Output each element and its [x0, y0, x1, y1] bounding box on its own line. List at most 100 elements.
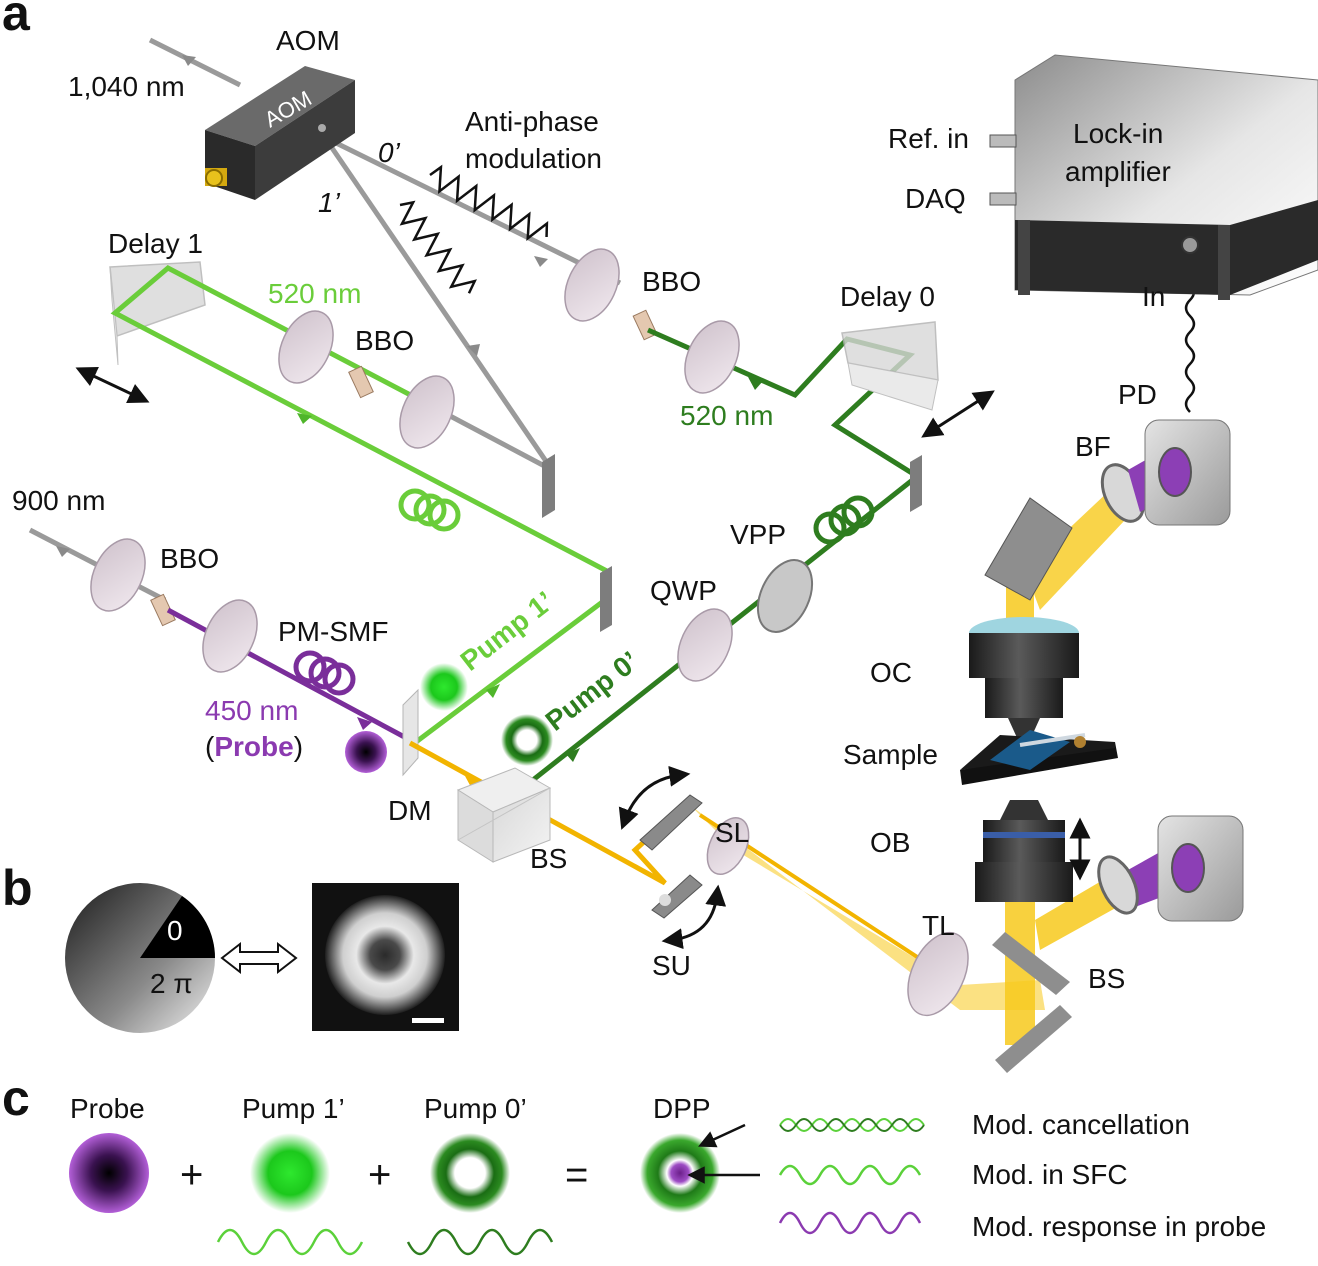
- pump-0-wave: [406, 1228, 554, 1256]
- bbo-crystal: [632, 309, 658, 341]
- beam-pump-1: [110, 265, 608, 585]
- aom-device: AOM: [205, 66, 355, 200]
- modulation-wave-0: [429, 164, 549, 241]
- beam-direction-arrow: [566, 748, 580, 762]
- lock-in-label-2: amplifier: [1065, 156, 1171, 187]
- vortex-phase-plate: [756, 559, 814, 633]
- objective-condenser: [969, 617, 1079, 740]
- scanning-unit-mirrors: [639, 794, 703, 919]
- beam-direction-arrow: [534, 256, 548, 267]
- mirror: [984, 497, 1073, 601]
- pump-0-profile: [430, 1133, 510, 1213]
- order-0-label: 0’: [378, 137, 401, 168]
- sl-label: SL: [715, 817, 749, 848]
- beam-direction-arrow: [56, 546, 70, 557]
- mirror: [995, 1005, 1072, 1073]
- double-arrow-icon: [220, 941, 298, 975]
- ref-in-label: Ref. in: [888, 123, 969, 154]
- mirror: [992, 932, 1070, 995]
- tl-label: TL: [922, 910, 955, 941]
- wavelength-900-label: 900 nm: [12, 485, 105, 516]
- pump-1-label: Pump 1’: [455, 585, 560, 676]
- scan-lens: [706, 817, 750, 875]
- mirror: [910, 455, 922, 512]
- beam-splitter-cube: [456, 767, 552, 863]
- anti-phase-label-2: modulation: [465, 143, 602, 174]
- beam-direction-arrow: [467, 344, 480, 356]
- quarter-wave-plate: [677, 608, 733, 682]
- second-detector: [1097, 815, 1244, 922]
- pm-smf-label: PM-SMF: [278, 616, 388, 647]
- donut-beam-profile: [325, 895, 445, 1015]
- beam-direction-arrow: [182, 55, 196, 66]
- cancellation-wave: [779, 1118, 925, 1132]
- bbo-label: BBO: [642, 266, 701, 297]
- objective-lens: [975, 800, 1073, 902]
- plus-sign: +: [180, 1153, 203, 1197]
- vpp-label: VPP: [730, 519, 786, 550]
- pump-0-label: Pump 0’: [540, 645, 645, 736]
- anti-phase-label-1: Anti-phase: [465, 106, 599, 137]
- beam-order-1: [327, 143, 555, 472]
- lens: [202, 599, 258, 673]
- probe-label: (Probe): [205, 731, 303, 762]
- panel-b: b 0 2 π: [2, 860, 459, 1033]
- scan-rotation-arrow: [618, 765, 691, 830]
- pump-1-profile: [250, 1133, 330, 1213]
- fiber-loop-green: [398, 488, 461, 532]
- panel-c: c Probe Pump 1’ Pump 0’ DPP + + = Mod. c…: [2, 1070, 1266, 1256]
- pump-1-wave: [216, 1228, 364, 1256]
- equals-sign: =: [565, 1153, 588, 1197]
- pump-1-column-label: Pump 1’: [242, 1093, 345, 1124]
- beam-direction-arrow: [357, 717, 372, 730]
- probe-column-label: Probe: [70, 1093, 145, 1124]
- wavelength-520-label-light: 520 nm: [268, 278, 361, 309]
- probe-beam-spot: [345, 731, 387, 773]
- lens: [399, 375, 455, 449]
- bf-label: BF: [1075, 431, 1111, 462]
- bbo-crystal: [348, 365, 374, 399]
- photodetector: [1144, 419, 1231, 526]
- sample-stage: [960, 730, 1118, 785]
- pd-label: PD: [1118, 379, 1157, 410]
- probe-profile: [69, 1133, 149, 1213]
- delay-1-label: Delay 1: [108, 228, 203, 259]
- beam-pump-1-down: [410, 598, 607, 747]
- mod-response-label: Mod. response in probe: [972, 1211, 1266, 1242]
- bbo-crystal: [150, 593, 176, 627]
- aom-label: AOM: [276, 25, 340, 56]
- beam-1040-input: [148, 37, 242, 88]
- wavelength-520-label-dark: 520 nm: [680, 400, 773, 431]
- mod-sfc-label: Mod. in SFC: [972, 1159, 1128, 1190]
- daq-label: DAQ: [905, 183, 966, 214]
- delay-0-label: Delay 0: [840, 281, 935, 312]
- scale-bar: [412, 1018, 444, 1023]
- pointer-arrow: [698, 1123, 746, 1148]
- dm-label: DM: [388, 795, 432, 826]
- bbo-label: BBO: [355, 325, 414, 356]
- plus-sign: +: [368, 1153, 391, 1197]
- order-1-label: 1’: [318, 187, 341, 218]
- delay-1-arrow: [75, 366, 150, 404]
- panel-a: AOM: [2, 0, 1318, 1073]
- beam-direction-arrow: [297, 413, 312, 424]
- dichroic-mirror: [402, 688, 419, 777]
- mirror: [542, 454, 555, 518]
- bs-label: BS: [530, 843, 567, 874]
- bs-label-right: BS: [1088, 963, 1125, 994]
- pump-0-column-label: Pump 0’: [424, 1093, 527, 1124]
- pump-0-beam-spot: [501, 714, 553, 766]
- oc-label: OC: [870, 657, 912, 688]
- ob-label: OB: [870, 827, 910, 858]
- probe-response-wave: [778, 1211, 922, 1235]
- mod-cancellation-label: Mod. cancellation: [972, 1109, 1190, 1140]
- delay-0-prism: [841, 321, 939, 411]
- panel-a-label: a: [2, 0, 31, 41]
- lens: [564, 248, 620, 322]
- panel-b-label: b: [2, 860, 33, 916]
- phase-black-sector: [140, 896, 215, 958]
- lock-in-amplifier: [989, 54, 1318, 300]
- bbo-label: BBO: [160, 543, 219, 574]
- sample-label: Sample: [843, 739, 938, 770]
